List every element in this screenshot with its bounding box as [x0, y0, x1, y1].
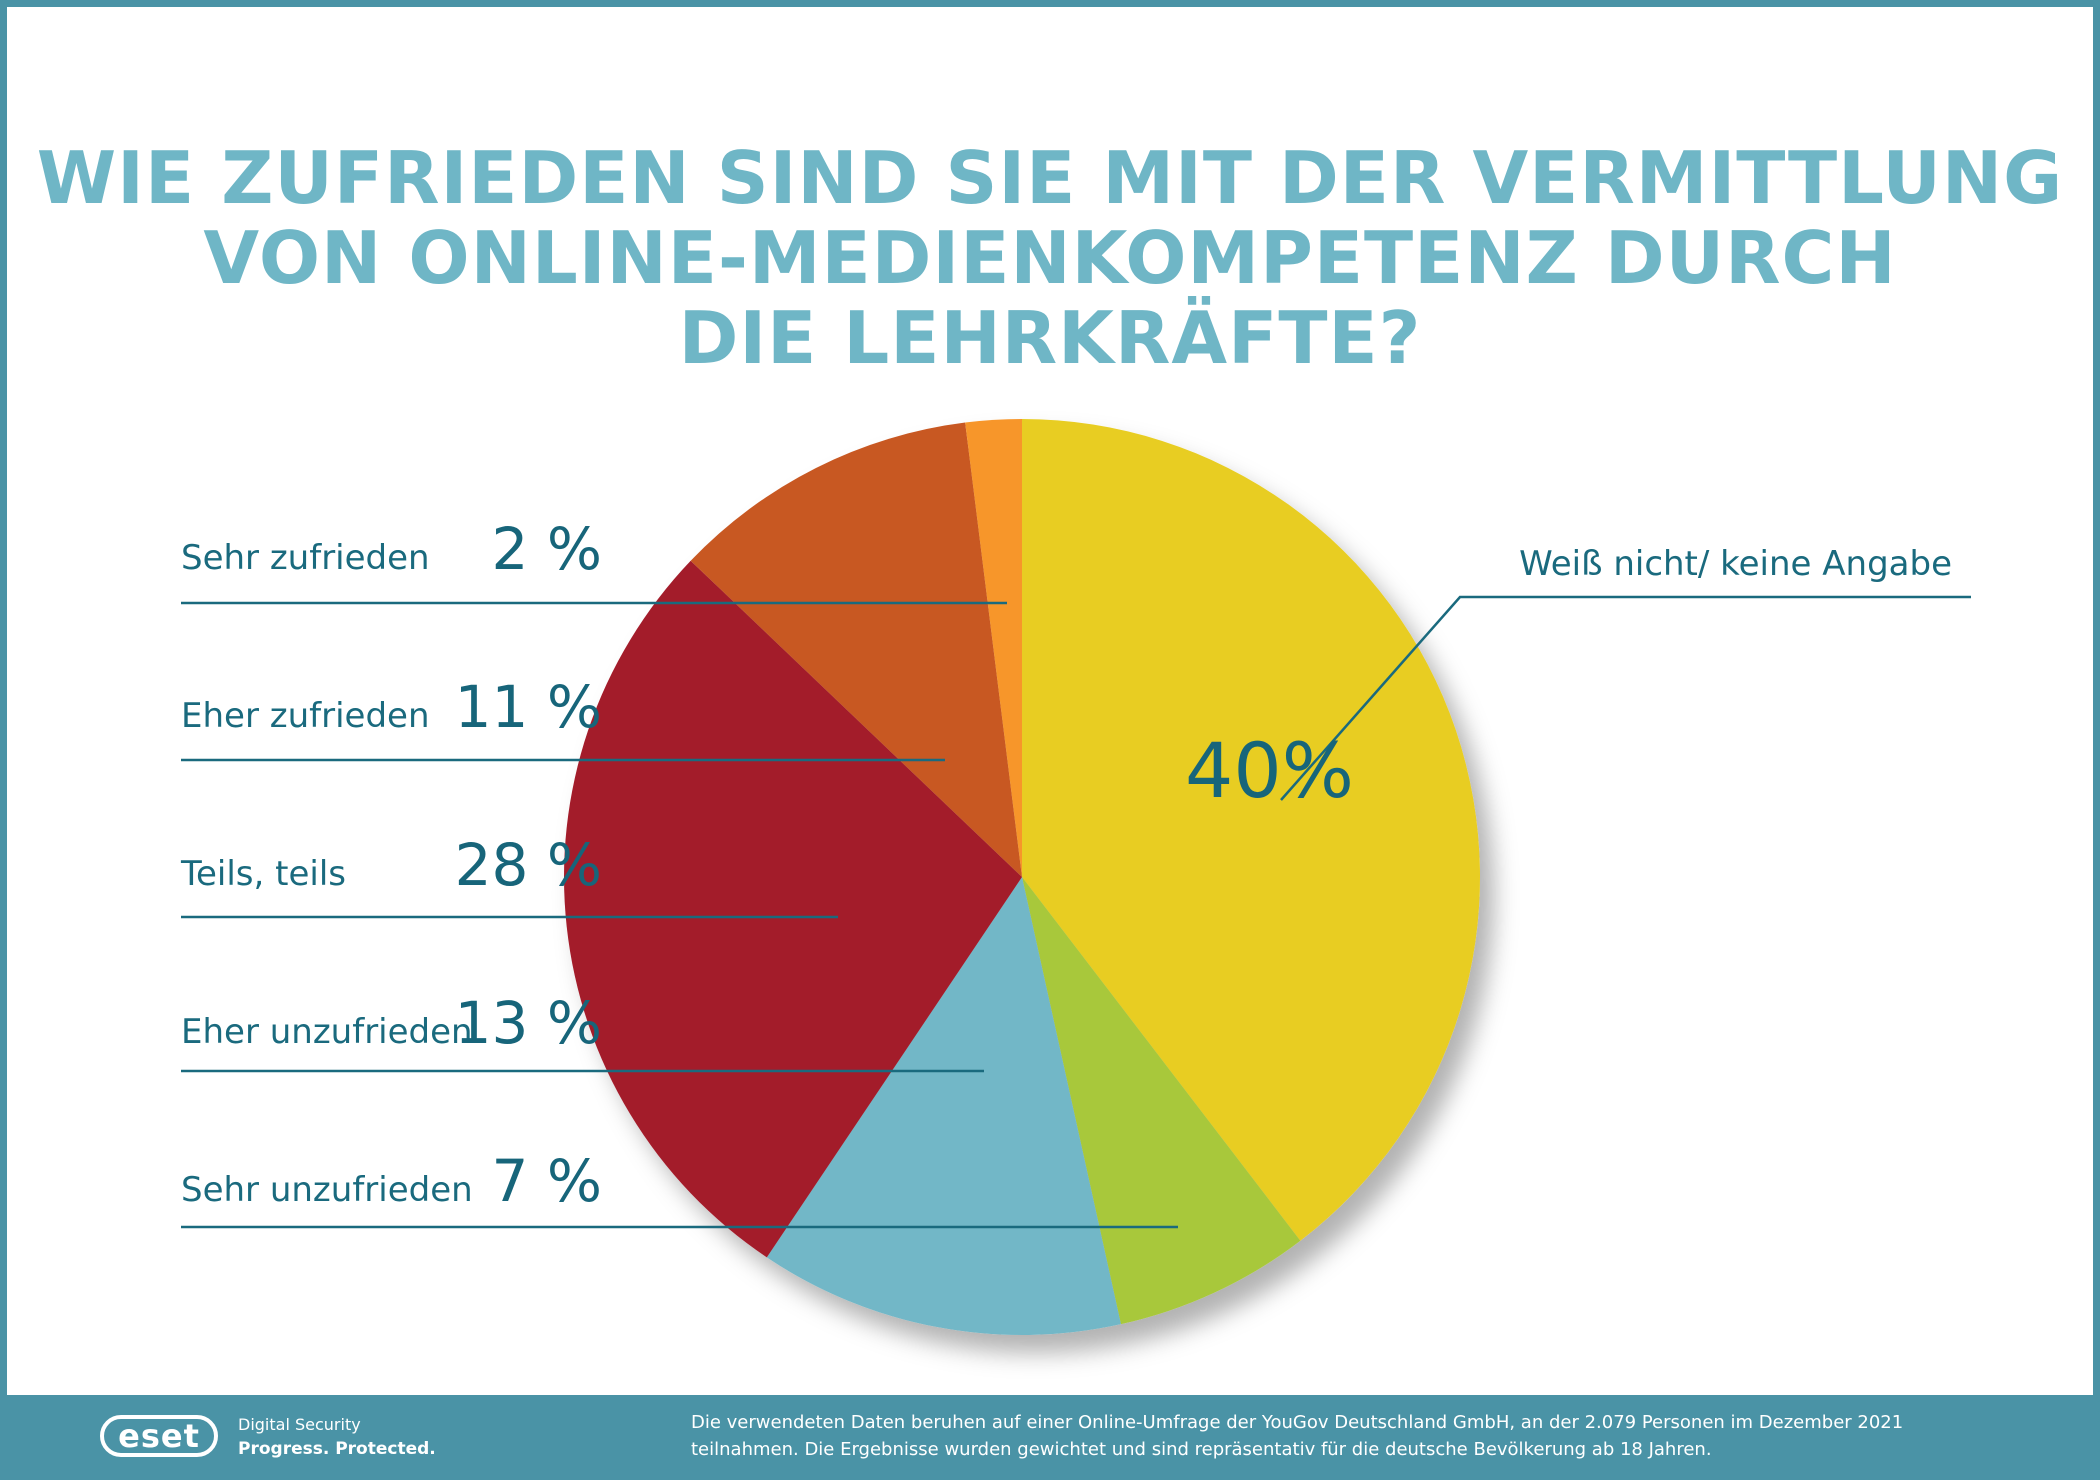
value-label: 2 % [492, 515, 602, 583]
brand-line: Progress. Protected. [238, 1439, 436, 1459]
legend-label: Eher zufrieden [181, 696, 430, 736]
legend-label: Weiß nicht/ keine Angabe [1519, 544, 1952, 584]
pie-slice [965, 419, 1022, 877]
pie-slice [690, 422, 1022, 877]
value-label: 7 % [492, 1147, 602, 1215]
pie-slice [1022, 877, 1301, 1325]
leader-line [1280, 595, 1971, 801]
pie-slice [766, 877, 1121, 1335]
legend-label: Sehr zufrieden [181, 538, 430, 578]
chart-title: WIE ZUFRIEDEN SIND SIE MIT DER VERMITTLU… [36, 136, 2064, 380]
legend-label: Sehr unzufrieden [181, 1170, 473, 1210]
pie [563, 419, 1480, 1335]
value-label: 11 % [455, 673, 602, 741]
value-label: 28 % [455, 831, 602, 899]
pie-slice [1022, 419, 1480, 1241]
legend-label: Teils, teils [180, 854, 346, 894]
chart: Sehr zufrieden 2 % Eher zufrieden 11 % Teils… [180, 419, 1971, 1335]
leader-lines [181, 595, 1971, 1229]
legend-label: Eher unzufrieden [181, 1012, 473, 1052]
value-label: 13 % [455, 989, 602, 1057]
footer: eset Digital Security Progress. Protecte… [0, 1395, 2100, 1480]
footnote: Die verwendeten Daten beruhen auf einer … [691, 1412, 1904, 1460]
logo: eset [100, 1415, 218, 1457]
value-label: 40% [1185, 726, 1354, 815]
brand-line: Digital Security [238, 1415, 361, 1434]
pie-slice [563, 560, 1022, 1258]
